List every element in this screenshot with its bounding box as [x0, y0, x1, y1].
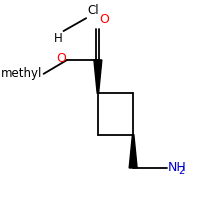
- Text: Cl: Cl: [87, 4, 99, 17]
- Text: 2: 2: [179, 166, 185, 176]
- Text: H: H: [54, 32, 63, 45]
- Polygon shape: [129, 135, 137, 168]
- Text: O: O: [100, 13, 110, 26]
- Text: NH: NH: [168, 162, 186, 174]
- Text: methyl: methyl: [1, 67, 43, 80]
- Text: O: O: [56, 52, 66, 65]
- Polygon shape: [94, 60, 102, 93]
